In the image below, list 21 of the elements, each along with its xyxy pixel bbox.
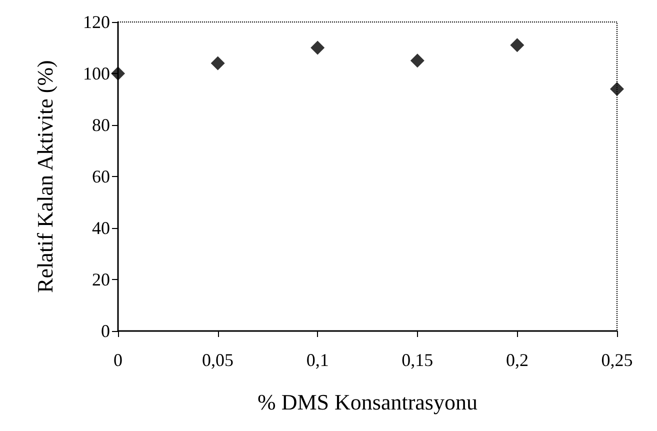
point <box>111 66 125 80</box>
y-tick-label: 40 <box>92 218 110 238</box>
point <box>210 56 225 70</box>
y-tick-label: 100 <box>83 64 110 84</box>
y-tick-label: 20 <box>92 270 110 290</box>
x-tick-label: 0 <box>114 350 122 370</box>
x-axis-title: % DMS Konsantrasyonu <box>258 390 478 414</box>
point <box>510 38 524 52</box>
point <box>410 54 424 68</box>
y-tick-label: 0 <box>101 321 110 341</box>
x-tick-label: 0,2 <box>506 350 528 370</box>
x-tick-label: 0,25 <box>601 350 633 370</box>
y-tick-label: 120 <box>83 12 110 32</box>
y-tick-label: 80 <box>92 115 110 135</box>
x-tick-label: 0,05 <box>202 350 234 370</box>
y-tick-label: 60 <box>92 166 110 186</box>
point <box>310 40 325 55</box>
y-axis-title: Relatif Kalan Aktivite (%) <box>32 60 58 293</box>
x-tick-label: 0,15 <box>402 350 434 370</box>
point <box>610 82 624 96</box>
x-tick-label: 0,1 <box>306 350 329 370</box>
